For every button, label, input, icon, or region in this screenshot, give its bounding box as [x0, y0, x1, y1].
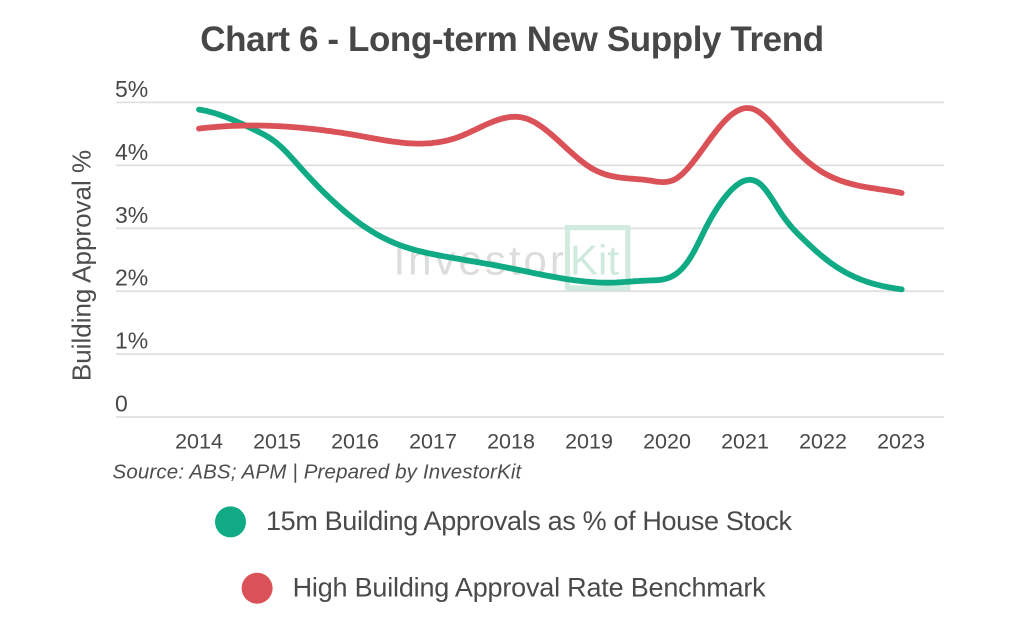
- svg-text:2019: 2019: [565, 429, 613, 453]
- svg-text:2015: 2015: [253, 429, 301, 453]
- svg-text:4%: 4%: [115, 139, 148, 165]
- svg-text:1%: 1%: [115, 328, 148, 354]
- svg-text:5%: 5%: [115, 76, 148, 102]
- svg-text:2014: 2014: [175, 429, 223, 453]
- svg-text:2018: 2018: [487, 429, 535, 453]
- svg-text:2017: 2017: [409, 429, 457, 453]
- svg-text:Kit: Kit: [570, 237, 619, 284]
- svg-text:Building Approval %: Building Approval %: [67, 150, 97, 381]
- svg-text:Source: ABS; APM | Prepared by: Source: ABS; APM | Prepared by InvestorK…: [113, 461, 523, 484]
- svg-text:Chart 6 - Long-term New Supply: Chart 6 - Long-term New Supply Trend: [200, 20, 823, 59]
- svg-text:2022: 2022: [799, 429, 847, 453]
- svg-text:15m Building Approvals as % of: 15m Building Approvals as % of House Sto…: [266, 506, 792, 536]
- svg-text:2%: 2%: [115, 265, 148, 291]
- svg-text:3%: 3%: [115, 202, 148, 228]
- svg-text:0: 0: [115, 391, 128, 417]
- svg-text:2023: 2023: [877, 429, 925, 453]
- svg-text:2016: 2016: [331, 429, 379, 453]
- svg-text:2021: 2021: [721, 429, 769, 453]
- svg-text:2020: 2020: [643, 429, 691, 453]
- svg-text:High Building Approval Rate Be: High Building Approval Rate Benchmark: [293, 572, 767, 602]
